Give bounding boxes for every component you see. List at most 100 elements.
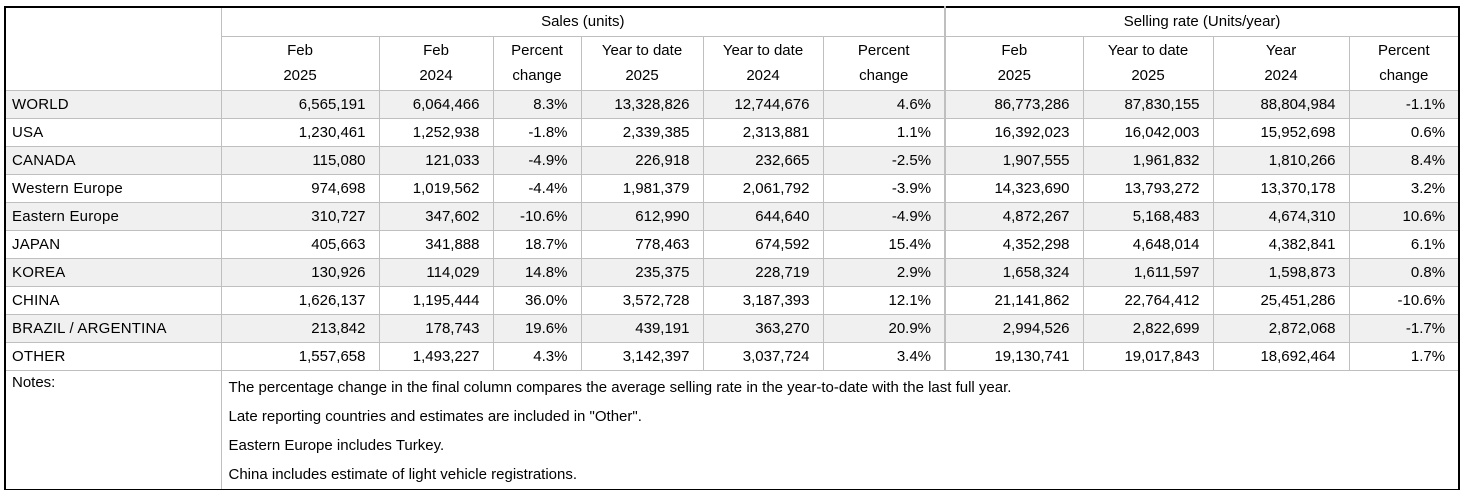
value-cell: 16,392,023: [944, 117, 1084, 147]
value-cell: 16,042,003: [1082, 117, 1214, 147]
column-header-line1: Feb: [287, 42, 313, 59]
column-header-line2: change: [1379, 67, 1429, 84]
value-cell: -1.8%: [492, 117, 582, 147]
value-cell: 15,952,698: [1212, 117, 1350, 147]
value-cell: 3,572,728: [580, 285, 704, 315]
value-cell: 3.4%: [822, 341, 946, 371]
value-cell: 13,793,272: [1082, 173, 1214, 203]
value-cell: 4,352,298: [944, 229, 1084, 259]
value-cell: 4,872,267: [944, 201, 1084, 231]
value-cell: 0.6%: [1348, 117, 1460, 147]
column-header-line1: Percent: [511, 42, 563, 59]
table-row: OTHER 1,557,658 1,493,227 4.3% 3,142,397 3,03…: [4, 341, 1460, 371]
value-cell: 25,451,286: [1212, 285, 1350, 315]
column-header-line1: Year to date: [722, 42, 804, 59]
table-row: JAPAN 405,663 341,888 18.7% 778,463 674,592 15…: [4, 229, 1460, 259]
column-header-row: Feb 2025 Feb 2024 Percent change Year to date 2…: [5, 35, 1460, 91]
value-cell: 3,142,397: [580, 341, 704, 371]
value-cell: 2,872,068: [1212, 313, 1350, 343]
value-cell: 8.4%: [1348, 145, 1460, 175]
note-line: China includes estimate of light vehicle…: [228, 465, 578, 483]
column-header-line2: 2025: [1131, 67, 1165, 84]
column-header-line2: change: [512, 67, 562, 84]
value-cell: 4,382,841: [1212, 229, 1350, 259]
value-cell: 14,323,690: [944, 173, 1084, 203]
value-cell: 4.6%: [822, 89, 946, 119]
value-cell: 1.1%: [822, 117, 946, 147]
value-cell: 21,141,862: [944, 285, 1084, 315]
value-cell: 235,375: [580, 257, 704, 287]
value-cell: 86,773,286: [944, 89, 1084, 119]
column-header-line2: change: [859, 67, 909, 84]
value-cell: 439,191: [580, 313, 704, 343]
value-cell: 1,626,137: [220, 285, 380, 315]
table-row: CANADA 115,080 121,033 -4.9% 226,918 232,665-…: [4, 145, 1460, 175]
region-cell: WORLD: [4, 89, 222, 119]
notes-row: Notes: The percentage change in the fina…: [4, 369, 1460, 490]
value-cell: 1,961,832: [1082, 145, 1214, 175]
value-cell: 19.6%: [492, 313, 582, 343]
column-header-line1: Feb: [1001, 42, 1028, 59]
value-cell: 114,029: [378, 257, 494, 287]
value-cell: -4.9%: [492, 145, 582, 175]
sales-report-table: Sales (units) Selling rate (Units/year) …: [4, 6, 1461, 490]
column-header-line2: 2024: [746, 67, 780, 84]
value-cell: 974,698: [220, 173, 380, 203]
value-cell: 2,994,526: [944, 313, 1084, 343]
table-row: KOREA 130,926 114,029 14.8% 235,375 228,719 2.…: [4, 257, 1460, 287]
column-header: Year 2024: [1212, 35, 1350, 91]
value-cell: 1,195,444: [378, 285, 494, 315]
value-cell: 10.6%: [1348, 201, 1460, 231]
value-cell: 18.7%: [492, 229, 582, 259]
column-header-line1: Feb: [423, 42, 449, 59]
column-header-line1: Year: [1265, 42, 1297, 59]
value-cell: 14.8%: [492, 257, 582, 287]
column-header: Percent change: [492, 35, 582, 91]
column-header-line2: 2025: [625, 67, 659, 84]
value-cell: 4,648,014: [1082, 229, 1214, 259]
column-header-line2: 2025: [997, 67, 1031, 84]
value-cell: 36.0%: [492, 285, 582, 315]
column-header: Year to date 2024: [702, 35, 824, 91]
value-cell: 232,665: [702, 145, 824, 175]
value-cell: -1.1%: [1348, 89, 1460, 119]
region-cell: BRAZIL / ARGENTINA: [4, 313, 222, 343]
value-cell: 363,270: [702, 313, 824, 343]
value-cell: 6,064,466: [378, 89, 494, 119]
value-cell: 18,692,464: [1212, 341, 1350, 371]
value-cell: 4.3%: [492, 341, 582, 371]
value-cell: 12.1%: [822, 285, 946, 315]
value-cell: 20.9%: [822, 313, 946, 343]
value-cell: 115,080: [220, 145, 380, 175]
column-header: Year to date 2025: [580, 35, 704, 91]
value-cell: 1,598,873: [1212, 257, 1350, 287]
value-cell: 347,602: [378, 201, 494, 231]
group-header-row: Sales (units) Selling rate (Units/year): [4, 6, 1460, 91]
value-cell: 612,990: [580, 201, 704, 231]
region-cell: Western Europe: [4, 173, 222, 203]
column-header-line1: Year to date: [1107, 42, 1189, 59]
table-row: CHINA 1,626,137 1,195,444 36.0% 3,572,728 3,1…: [4, 285, 1460, 315]
region-cell: KOREA: [4, 257, 222, 287]
column-header: Percent change: [1348, 35, 1460, 91]
value-cell: 1,557,658: [220, 341, 380, 371]
value-cell: 22,764,412: [1082, 285, 1214, 315]
value-cell: 2.9%: [822, 257, 946, 287]
sales-report-table-wrap: Sales (units) Selling rate (Units/year) …: [4, 6, 1461, 490]
table-row: WORLD 6,565,191 6,064,466 8.3% 13,328,826 12,…: [4, 89, 1460, 119]
value-cell: 178,743: [378, 313, 494, 343]
value-cell: -10.6%: [1348, 285, 1460, 315]
table-row: Western Europe 974,698 1,019,562 -4.4% 1,981…: [4, 173, 1460, 203]
region-cell: JAPAN: [4, 229, 222, 259]
column-header-line2: 2024: [1264, 67, 1298, 84]
value-cell: 213,842: [220, 313, 380, 343]
column-header-line2: 2024: [419, 67, 453, 84]
note-line: The percentage change in the final colum…: [228, 378, 1012, 396]
value-cell: 674,592: [702, 229, 824, 259]
value-cell: 1,981,379: [580, 173, 704, 203]
value-cell: 778,463: [580, 229, 704, 259]
value-cell: 8.3%: [492, 89, 582, 119]
region-cell: USA: [4, 117, 222, 147]
region-cell: Eastern Europe: [4, 201, 222, 231]
value-cell: -3.9%: [822, 173, 946, 203]
